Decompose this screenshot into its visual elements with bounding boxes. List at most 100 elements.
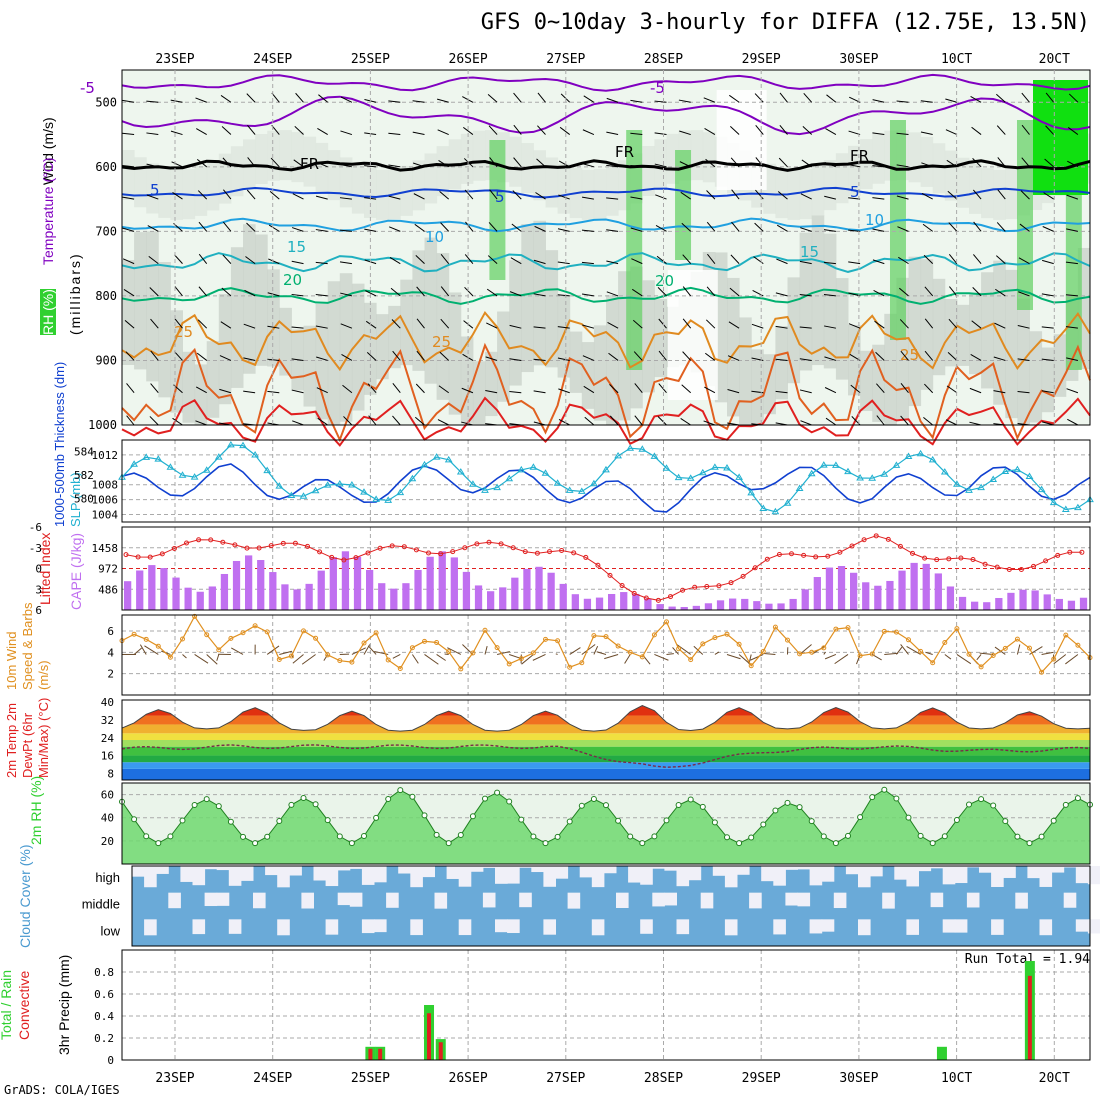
rh-gray-band xyxy=(884,313,897,425)
wind10-point xyxy=(397,665,403,671)
date-label-top: 25SEP xyxy=(351,52,390,67)
wind-barb xyxy=(581,229,594,232)
wind-barb xyxy=(994,322,1006,329)
cloud-clear-cell xyxy=(144,919,157,936)
rh-gray-band xyxy=(811,215,825,366)
wind-barb xyxy=(559,126,571,135)
wind-barb xyxy=(509,358,522,361)
rh-gray-band xyxy=(182,351,196,423)
lifted-index-point xyxy=(825,553,831,559)
wind10-barb xyxy=(301,654,316,665)
cloud-clear-cell xyxy=(519,892,532,908)
rh2m-point xyxy=(518,816,525,823)
wind-barb xyxy=(291,326,304,329)
wind-barb xyxy=(654,132,667,136)
temp-color-band xyxy=(122,768,1090,780)
wind-barb xyxy=(196,352,208,361)
slp-point xyxy=(795,484,804,491)
lifted-index-point xyxy=(740,573,746,579)
wind10-point xyxy=(809,649,815,655)
wind-barb xyxy=(148,255,159,265)
cape-bar xyxy=(922,563,930,610)
wind-barb xyxy=(924,286,934,297)
wind-barb xyxy=(946,385,958,394)
rh2m-point xyxy=(421,812,428,819)
lifted-index-point xyxy=(510,545,516,551)
wind-barb xyxy=(513,92,522,103)
slp-point xyxy=(577,487,586,494)
lifted-index-point xyxy=(801,552,807,558)
rh2m-point xyxy=(724,834,730,841)
rh-light-band xyxy=(533,150,546,201)
lifted-index-point xyxy=(498,541,504,547)
cloud-clear-cell xyxy=(277,866,290,888)
wind-barb xyxy=(412,131,425,136)
cloud-clear-cell xyxy=(531,866,544,873)
wind10-point xyxy=(518,656,524,662)
wind10-barb xyxy=(884,652,899,655)
lifted-index-point xyxy=(716,583,722,589)
cloud-clear-cell xyxy=(966,866,980,868)
wind10-barb xyxy=(1016,644,1021,655)
rh2m-point xyxy=(1062,801,1069,808)
wind-barb xyxy=(247,157,256,168)
rh-saturated-area xyxy=(1033,80,1088,195)
contour-label: FR xyxy=(850,147,869,165)
wind-barb xyxy=(729,94,740,103)
cloud-clear-cell xyxy=(664,866,677,871)
wind-barb xyxy=(582,163,595,168)
wind-barb xyxy=(872,228,885,232)
temp-contour-20 xyxy=(121,286,1091,305)
cloud-clear-cell xyxy=(712,866,726,876)
cloud-clear-cell xyxy=(942,919,956,933)
wind-barb xyxy=(416,286,425,297)
date-label-bottom: 28SEP xyxy=(644,1071,683,1086)
wind-barb xyxy=(608,352,619,361)
rh-light-band xyxy=(920,136,934,187)
wind10-point xyxy=(180,636,185,642)
cloud-clear-cell xyxy=(228,919,242,934)
wind-barb xyxy=(534,225,546,232)
slp-point xyxy=(154,455,163,462)
cloud-clear-cell xyxy=(664,892,677,906)
wind-barb xyxy=(316,387,328,394)
wind-barb xyxy=(896,100,909,103)
wind-barb xyxy=(632,319,643,329)
cape-bar xyxy=(523,568,531,610)
rh2m-point xyxy=(494,789,501,796)
wind-barb xyxy=(488,125,498,135)
wind-barb xyxy=(996,93,1006,103)
wind-barb xyxy=(315,229,328,232)
wind-barb xyxy=(122,196,135,200)
rh2m-point xyxy=(300,794,307,801)
cape-bar xyxy=(813,577,821,610)
slp-point xyxy=(517,465,526,473)
wind-barb xyxy=(487,93,498,103)
wind-barb xyxy=(729,125,740,135)
rh2m-point xyxy=(663,817,670,824)
wind-barb xyxy=(703,97,716,103)
cape-bar xyxy=(136,570,144,610)
wind-barb xyxy=(339,229,352,232)
lifted-index-tick: 3 xyxy=(35,583,42,596)
wind10-point xyxy=(918,648,924,654)
wind-barb xyxy=(1044,158,1055,168)
wind-barb xyxy=(221,126,232,135)
wind-barb xyxy=(799,260,812,265)
wind10-point xyxy=(906,637,911,643)
wind10-point xyxy=(639,654,645,660)
wind10-point xyxy=(785,637,790,643)
wind-barb xyxy=(146,194,159,200)
cape-bar xyxy=(184,587,192,610)
wind-barb xyxy=(533,326,546,329)
wind-barb xyxy=(1066,357,1079,361)
cape-bar xyxy=(1007,592,1015,610)
cloud-clear-cell xyxy=(954,919,968,933)
wind-barb xyxy=(440,254,450,264)
rh-light-band xyxy=(606,165,619,216)
wind-barb xyxy=(123,289,135,297)
lifted-index-point xyxy=(764,556,770,562)
wind-barb xyxy=(775,390,788,394)
precip-run-total: Run Total = 1.94 xyxy=(964,952,1090,967)
wind-barb xyxy=(196,158,208,168)
